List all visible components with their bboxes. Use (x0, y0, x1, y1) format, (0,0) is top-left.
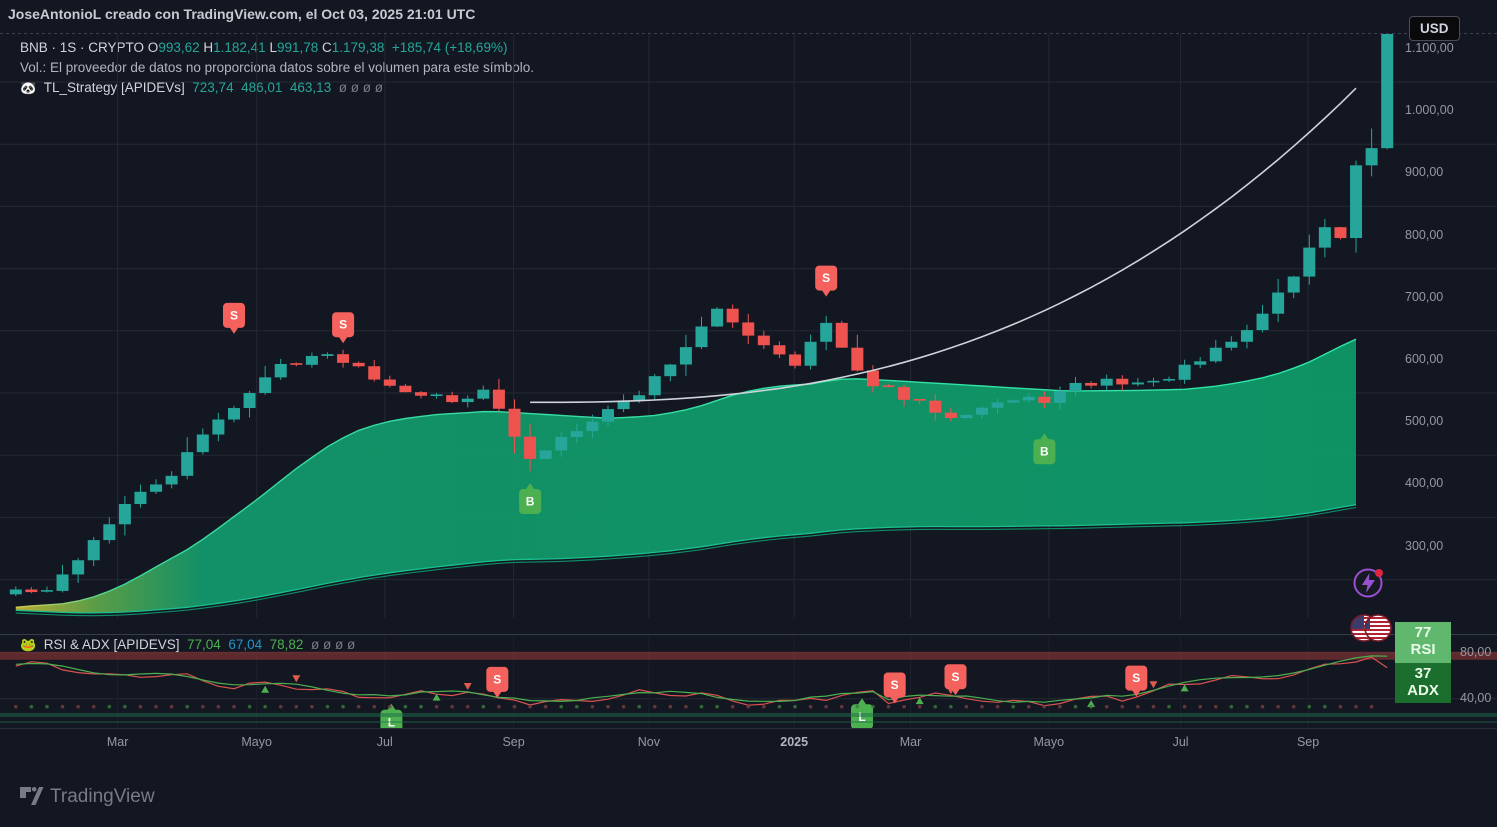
svg-text:S: S (822, 271, 830, 285)
svg-text:S: S (493, 672, 501, 686)
svg-text:S: S (230, 308, 238, 322)
svg-text:S: S (1132, 671, 1140, 685)
svg-text:S: S (339, 318, 347, 332)
svg-text:B: B (526, 495, 535, 509)
svg-text:S: S (891, 678, 899, 692)
svg-text:B: B (1040, 445, 1049, 459)
svg-text:S: S (951, 670, 959, 684)
